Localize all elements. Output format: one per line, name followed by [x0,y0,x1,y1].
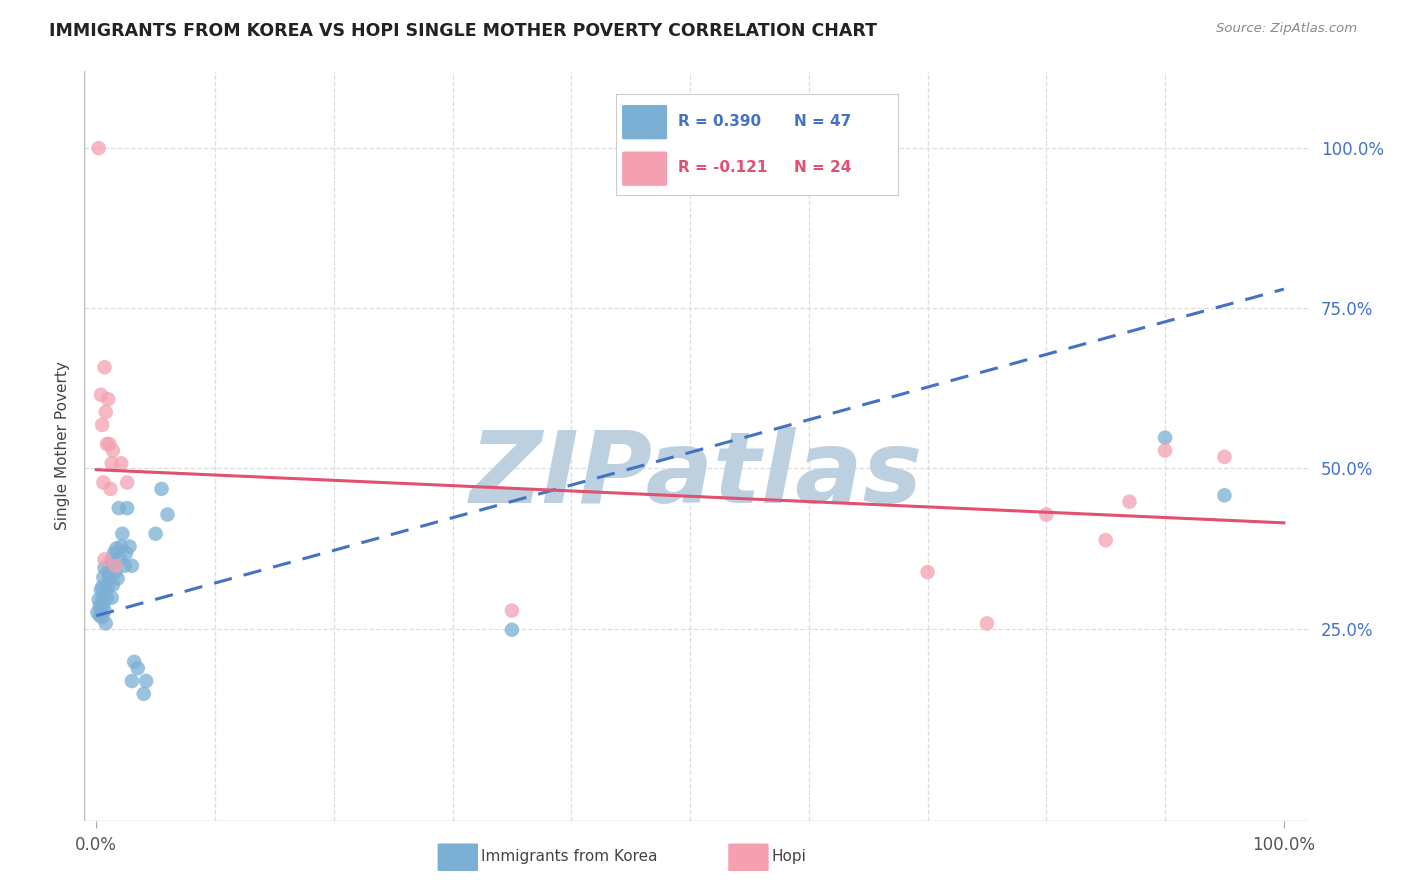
Point [97,392,120,407]
Point [107,501,129,516]
Point [97,578,120,592]
Point [111,526,134,541]
Point [100,591,122,605]
Point [98,572,121,586]
Point [1154,431,1177,445]
Text: IMMIGRANTS FROM KOREA VS HOPI SINGLE MOTHER POVERTY CORRELATION CHART: IMMIGRANTS FROM KOREA VS HOPI SINGLE MOT… [49,22,877,40]
Point [89,608,111,623]
Point [132,687,155,701]
Point [98,437,121,451]
Point [145,526,167,541]
Point [100,552,122,566]
Point [976,616,998,631]
Point [93,604,115,618]
Point [105,541,128,556]
Point [94,616,117,631]
Point [104,558,127,573]
Text: ZIPatlas: ZIPatlas [470,427,922,524]
Point [87,141,110,155]
Point [127,661,149,675]
Point [96,591,118,605]
Y-axis label: Single Mother Poverty: Single Mother Poverty [55,361,70,531]
Point [93,475,115,490]
Point [104,565,127,579]
Point [90,583,112,598]
Point [121,558,143,573]
Point [1213,488,1236,502]
Point [1213,450,1236,464]
Point [93,560,115,574]
Point [1154,443,1177,458]
Point [1094,533,1116,548]
Point [135,673,157,688]
Point [115,475,138,490]
Point [101,443,124,458]
Point [91,592,114,607]
Point [100,456,122,470]
Point [501,604,523,618]
Point [156,508,179,522]
Point [91,417,114,432]
Point [108,552,131,566]
Point [100,482,122,496]
Point [115,501,138,516]
Point [90,388,112,402]
Point [96,437,118,451]
Point [917,565,939,579]
Text: Source: ZipAtlas.com: Source: ZipAtlas.com [1216,22,1357,36]
Point [501,623,523,637]
Point [122,655,145,669]
Point [97,565,120,579]
Point [121,673,143,688]
Point [93,597,115,611]
Point [89,599,111,613]
Point [91,580,114,594]
Point [94,584,117,599]
Point [93,360,115,375]
Point [93,552,115,566]
Point [100,558,122,573]
Point [110,456,132,470]
Point [87,592,110,607]
Point [1118,494,1140,508]
Point [118,540,141,554]
Point [86,606,108,620]
Point [107,572,129,586]
Point [150,482,173,496]
Point [90,604,112,618]
Point [91,610,114,624]
Point [94,405,117,419]
Point [114,558,136,573]
Point [115,546,138,560]
Point [103,546,125,560]
Point [110,540,132,554]
Point [1035,508,1057,522]
Point [101,578,124,592]
Point [93,570,115,584]
